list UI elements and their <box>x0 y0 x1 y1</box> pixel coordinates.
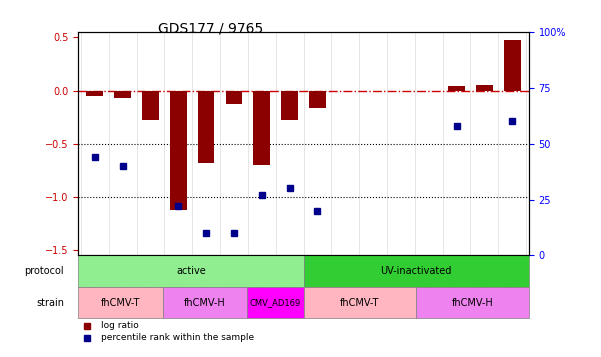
Bar <box>309 91 326 108</box>
Bar <box>170 91 187 210</box>
Text: fhCMV-T: fhCMV-T <box>101 298 140 308</box>
FancyBboxPatch shape <box>163 287 247 318</box>
Bar <box>142 91 159 120</box>
Bar <box>87 91 103 96</box>
Bar <box>254 91 270 165</box>
Text: CMV_AD169: CMV_AD169 <box>249 298 301 307</box>
Bar <box>448 86 465 91</box>
Bar <box>281 91 298 120</box>
Text: GDS177 / 9765: GDS177 / 9765 <box>157 21 263 35</box>
FancyBboxPatch shape <box>304 287 416 318</box>
Text: UV-inactivated: UV-inactivated <box>380 266 452 276</box>
FancyBboxPatch shape <box>247 287 304 318</box>
Text: protocol: protocol <box>25 266 64 276</box>
Text: fhCMV-H: fhCMV-H <box>184 298 226 308</box>
Text: fhCMV-H: fhCMV-H <box>452 298 493 308</box>
Bar <box>504 40 520 91</box>
Bar <box>198 91 215 163</box>
FancyBboxPatch shape <box>304 256 529 287</box>
Text: log ratio: log ratio <box>101 321 138 330</box>
Bar <box>114 91 131 98</box>
Text: active: active <box>176 266 206 276</box>
Text: fhCMV-T: fhCMV-T <box>340 298 380 308</box>
FancyBboxPatch shape <box>78 287 163 318</box>
Bar <box>225 91 242 105</box>
FancyBboxPatch shape <box>78 256 304 287</box>
Bar <box>476 85 493 91</box>
Text: strain: strain <box>36 298 64 308</box>
Text: percentile rank within the sample: percentile rank within the sample <box>101 333 254 342</box>
FancyBboxPatch shape <box>416 287 529 318</box>
